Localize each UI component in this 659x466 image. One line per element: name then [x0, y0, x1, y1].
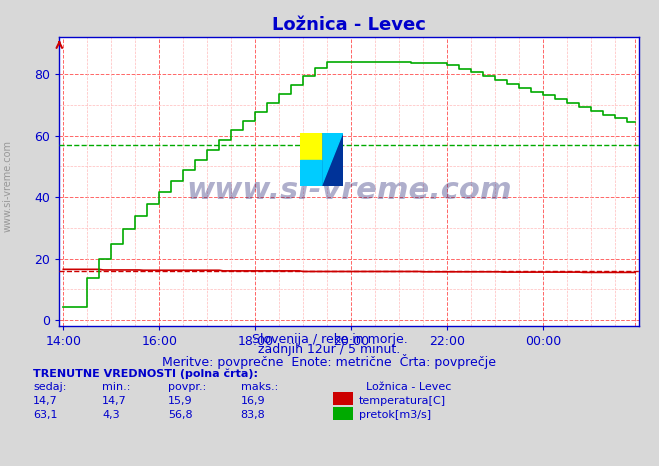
Text: sedaj:: sedaj:	[33, 382, 67, 392]
Title: Ložnica - Levec: Ložnica - Levec	[272, 16, 426, 34]
Text: Meritve: povprečne  Enote: metrične  Črta: povprečje: Meritve: povprečne Enote: metrične Črta:…	[163, 354, 496, 369]
Text: temperatura[C]: temperatura[C]	[359, 396, 446, 406]
Polygon shape	[300, 133, 322, 186]
Text: 16,9: 16,9	[241, 396, 265, 406]
Text: povpr.:: povpr.:	[168, 382, 206, 392]
Text: 15,9: 15,9	[168, 396, 192, 406]
Text: zadnjih 12ur / 5 minut.: zadnjih 12ur / 5 minut.	[258, 343, 401, 356]
Text: 56,8: 56,8	[168, 410, 192, 420]
Text: www.si-vreme.com: www.si-vreme.com	[3, 140, 13, 233]
Bar	[322, 133, 343, 186]
Text: Ložnica - Levec: Ložnica - Levec	[366, 382, 451, 392]
Text: 83,8: 83,8	[241, 410, 266, 420]
Bar	[300, 133, 322, 159]
Text: min.:: min.:	[102, 382, 130, 392]
Text: TRENUTNE VREDNOSTI (polna črta):: TRENUTNE VREDNOSTI (polna črta):	[33, 368, 258, 379]
Text: pretok[m3/s]: pretok[m3/s]	[359, 410, 431, 420]
Text: 63,1: 63,1	[33, 410, 57, 420]
Text: www.si-vreme.com: www.si-vreme.com	[186, 176, 512, 205]
Bar	[300, 159, 322, 186]
Text: maks.:: maks.:	[241, 382, 278, 392]
Text: Slovenija / reke in morje.: Slovenija / reke in morje.	[252, 333, 407, 346]
Text: 14,7: 14,7	[102, 396, 127, 406]
Text: 14,7: 14,7	[33, 396, 58, 406]
Bar	[300, 133, 322, 159]
Text: 4,3: 4,3	[102, 410, 120, 420]
Bar	[300, 159, 322, 186]
Polygon shape	[322, 133, 343, 186]
